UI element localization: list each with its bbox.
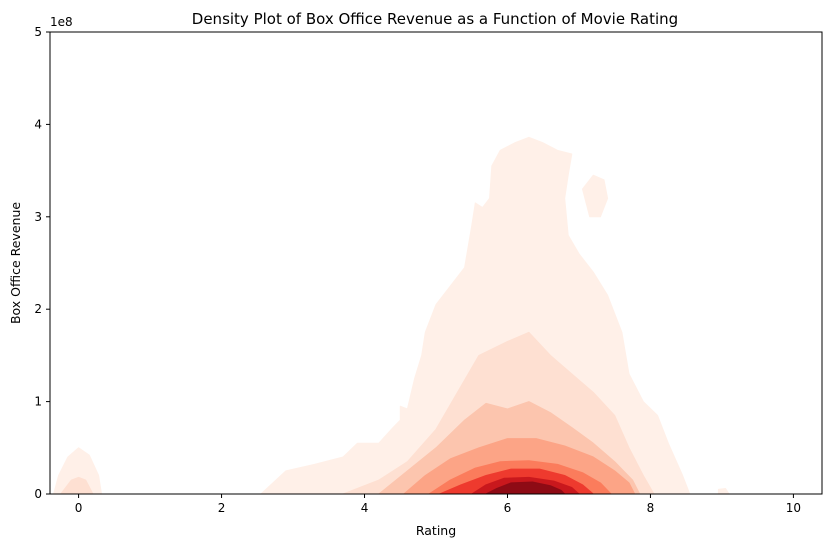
x-tick-label: 4 bbox=[361, 501, 369, 515]
y-tick-label: 4 bbox=[34, 117, 42, 131]
y-tick-label: 0 bbox=[34, 487, 42, 501]
y-offset-label: 1e8 bbox=[50, 15, 73, 29]
y-tick-label: 1 bbox=[34, 395, 42, 409]
chart-title: Density Plot of Box Office Revenue as a … bbox=[192, 10, 678, 28]
contour-level-1-region-3 bbox=[582, 174, 609, 218]
density-contours bbox=[53, 136, 730, 495]
contour-level-1-region-4 bbox=[717, 488, 730, 495]
y-axis-label: Box Office Revenue bbox=[8, 202, 23, 324]
plot-frame bbox=[49, 31, 823, 495]
x-tick-label: 0 bbox=[75, 501, 83, 515]
contour-level-1-region-1 bbox=[53, 447, 102, 495]
x-tick-label: 10 bbox=[786, 501, 801, 515]
y-tick-label: 2 bbox=[34, 302, 42, 316]
x-tick-label: 6 bbox=[504, 501, 512, 515]
contour-level-8-region-1 bbox=[485, 481, 566, 495]
y-axis: 0 1 2 3 4 5 bbox=[34, 25, 50, 501]
y-tick-label: 5 bbox=[34, 25, 42, 39]
y-tick-label: 3 bbox=[34, 210, 42, 224]
x-axis-label: Rating bbox=[416, 523, 456, 538]
x-axis: 0 2 4 6 8 10 bbox=[75, 494, 801, 515]
x-tick-label: 2 bbox=[218, 501, 226, 515]
x-tick-label: 8 bbox=[647, 501, 655, 515]
